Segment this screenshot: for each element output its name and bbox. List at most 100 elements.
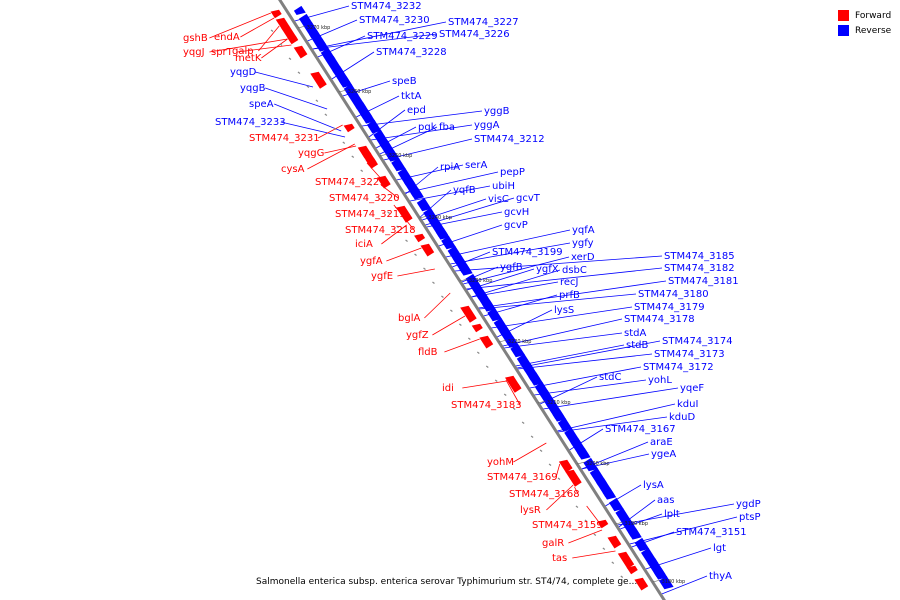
reverse-gene-label: visC [488,194,509,205]
feature-mark [279,43,283,46]
legend-forward-label: Forward [855,10,892,21]
tick-label: 3270 kbp [307,25,331,31]
forward-connector [505,379,521,406]
forward-gene-label: ygfZ [406,330,429,341]
forward-connector [432,315,466,336]
forward-gene-label: tas [552,553,567,564]
forward-swatch [838,10,849,21]
reverse-gene-feature [487,307,502,322]
feature-mark [360,169,364,172]
forward-connector [462,380,507,389]
forward-gene-label: ygfA [360,256,383,267]
forward-gene-label: yqgJ [183,47,205,58]
feature-mark [485,365,489,368]
reverse-connector [361,110,483,127]
genome-backbone [278,0,666,600]
reverse-connector [445,229,571,258]
forward-gene-label: yohM [487,457,514,468]
reverse-gene-label: stdB [626,340,648,351]
tick-label: 3210 kbp [547,400,571,406]
reverse-connector [543,387,679,410]
reverse-gene-label: STM474_3167 [605,424,676,435]
feature-mark [512,407,516,410]
forward-gene-label: STM474_3168 [509,489,580,500]
reverse-gene-feature [459,263,471,273]
forward-connector [240,17,275,38]
feature-mark [351,155,355,158]
reverse-gene-label: yqfB [453,185,476,196]
tick-mark [576,461,586,465]
feature-mark [620,575,624,578]
feature-mark [414,253,417,256]
reverse-gene-label: epd [407,105,426,116]
forward-gene-feature [293,45,308,59]
forward-gene-label: STM474_3218 [345,225,416,236]
forward-gene-feature [365,157,377,167]
legend: Forward Reverse [838,8,891,38]
reverse-connector [491,306,633,329]
tick-label: 3230 kbp [469,278,493,284]
reverse-gene-feature [293,5,306,16]
reverse-gene-feature [360,109,373,119]
reverse-gene-label: stdC [599,372,621,383]
feature-mark [602,547,606,550]
forward-gene-feature [565,469,582,487]
forward-gene-label: yqgG [298,148,324,159]
reverse-gene-feature [338,75,351,85]
reverse-connector [466,267,663,290]
reverse-gene-label: yqfA [572,225,595,236]
kbp-ticks: 3270 kbp 3260 kbp 3250 kbp 3240 kbp 3230 kbp… [297,25,685,585]
feature-mark [288,57,292,60]
reverse-gene-label: thyA [709,571,732,582]
forward-connector [317,124,343,139]
tick-label: 3240 kbp [428,215,452,221]
feature-mark [476,351,480,354]
feature-mark [369,183,373,186]
reverse-gene-label: recJ [560,277,579,288]
reverse-connector [425,197,515,226]
forward-connector [261,38,288,59]
reverse-gene-feature [659,575,674,590]
reverse-gene-feature [391,157,406,172]
reverse-gene-label: STM474_3232 [351,1,422,12]
feature-mark [342,141,346,144]
reverse-connector [517,353,653,370]
tick-mark [615,521,624,525]
reverse-gene-feature [510,343,525,358]
reverse-gene-label: ygfy [572,238,594,249]
feature-mark [270,29,274,32]
forward-gene-label: metK [235,53,262,64]
reverse-gene-label: lplt [664,509,680,520]
forward-gene-label: galp [232,46,254,57]
feature-mark [297,71,301,74]
forward-gene-label: cysA [281,164,305,175]
feature-mark [405,239,408,242]
reverse-gene-label: yohL [648,375,672,386]
reverse-gene-label: STM474_3226 [439,29,510,40]
reverse-connector [629,516,738,545]
reverse-gene-label: yggA [474,120,500,131]
forward-gene-label: STM474_3220 [329,193,400,204]
tick-mark [379,153,388,157]
reverse-gene-label: ygfX [536,264,559,275]
forward-connector [209,12,272,39]
forward-connector [209,38,288,53]
reverse-gene-label: pgk [418,122,437,133]
reverse-gene-label: tktA [401,91,422,102]
forward-connector [424,292,451,319]
feature-mark [333,127,337,130]
reverse-gene-label: ygdP [736,499,761,510]
forward-gene-label: STM474_3183 [451,400,522,411]
tick-label: 3250 kbp [389,153,413,159]
feature-mark [432,281,435,284]
tick-mark [652,579,661,583]
reverse-gene-label: yggB [484,106,510,117]
tick-mark [297,25,306,29]
reverse-gene-label: yqeF [680,383,704,394]
reverse-connector [516,340,661,369]
forward-connector [381,224,407,245]
reverse-gene-label: araE [650,437,673,448]
legend-forward: Forward [838,8,891,23]
gene-features [270,5,674,591]
